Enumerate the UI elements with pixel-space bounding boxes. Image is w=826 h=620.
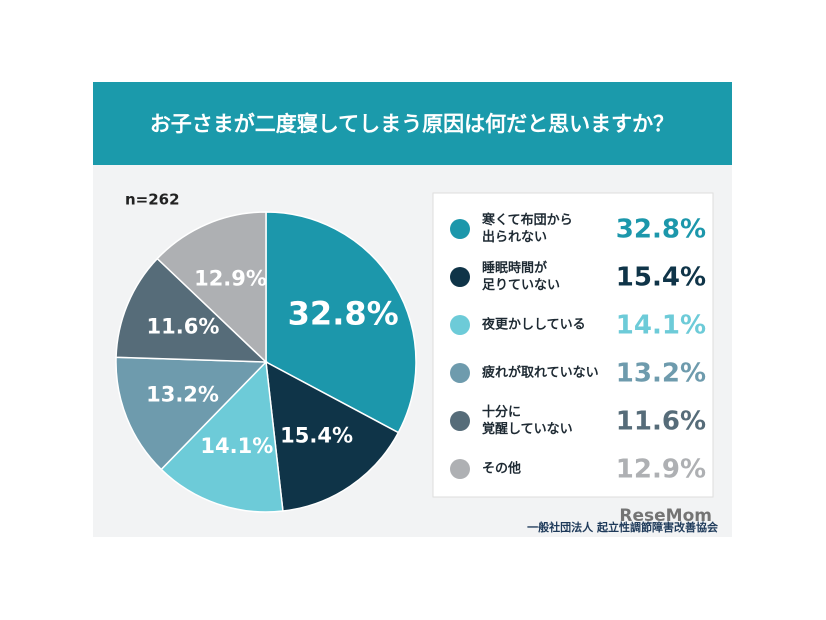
legend-label: 十分に 覚醒していない	[482, 405, 573, 437]
chart-title: お子さまが二度寝してしまう原因は何だと思いますか？	[150, 112, 674, 136]
legend-value: 11.6%	[616, 407, 706, 437]
header	[93, 82, 732, 165]
legend-value: 13.2%	[616, 359, 706, 389]
pie-slice	[265, 211, 417, 434]
legend-value: 14.1%	[616, 311, 706, 341]
legend-marker	[450, 219, 470, 239]
source: 一般社団法人 起立性調節障害改善協会	[527, 520, 719, 534]
slice-label: 15.4%	[280, 423, 353, 447]
slice-label: 11.6%	[147, 314, 220, 338]
legend-box	[432, 192, 714, 498]
sample-size: n=262	[125, 191, 180, 209]
slice-label: 13.2%	[146, 383, 219, 407]
slice-label: 14.1%	[200, 434, 273, 458]
legend-marker	[450, 315, 470, 335]
legend-label: 疲れが取れていない	[482, 365, 599, 381]
slice-label: 12.9%	[194, 266, 267, 290]
pie-slice	[115, 356, 268, 471]
legend-marker	[450, 267, 470, 287]
pie-slice	[265, 360, 400, 512]
legend-label: その他	[482, 461, 522, 477]
watermark: ReseMom	[619, 506, 712, 526]
legend-marker	[450, 411, 470, 431]
legend-label: 寒くて布団から 出られない	[482, 213, 573, 245]
legend-value: 32.8%	[616, 215, 706, 245]
pie-slice	[160, 360, 284, 513]
legend-label: 夜更かししている	[482, 317, 586, 333]
pie-slice	[115, 257, 268, 363]
pie-slice	[156, 211, 267, 364]
slice-label: 32.8%	[288, 295, 399, 333]
legend-value: 15.4%	[616, 263, 706, 293]
legend-marker	[450, 363, 470, 383]
legend-label: 睡眠時間が 足りていない	[482, 261, 561, 293]
legend-value: 12.9%	[616, 455, 706, 485]
legend-marker	[450, 459, 470, 479]
